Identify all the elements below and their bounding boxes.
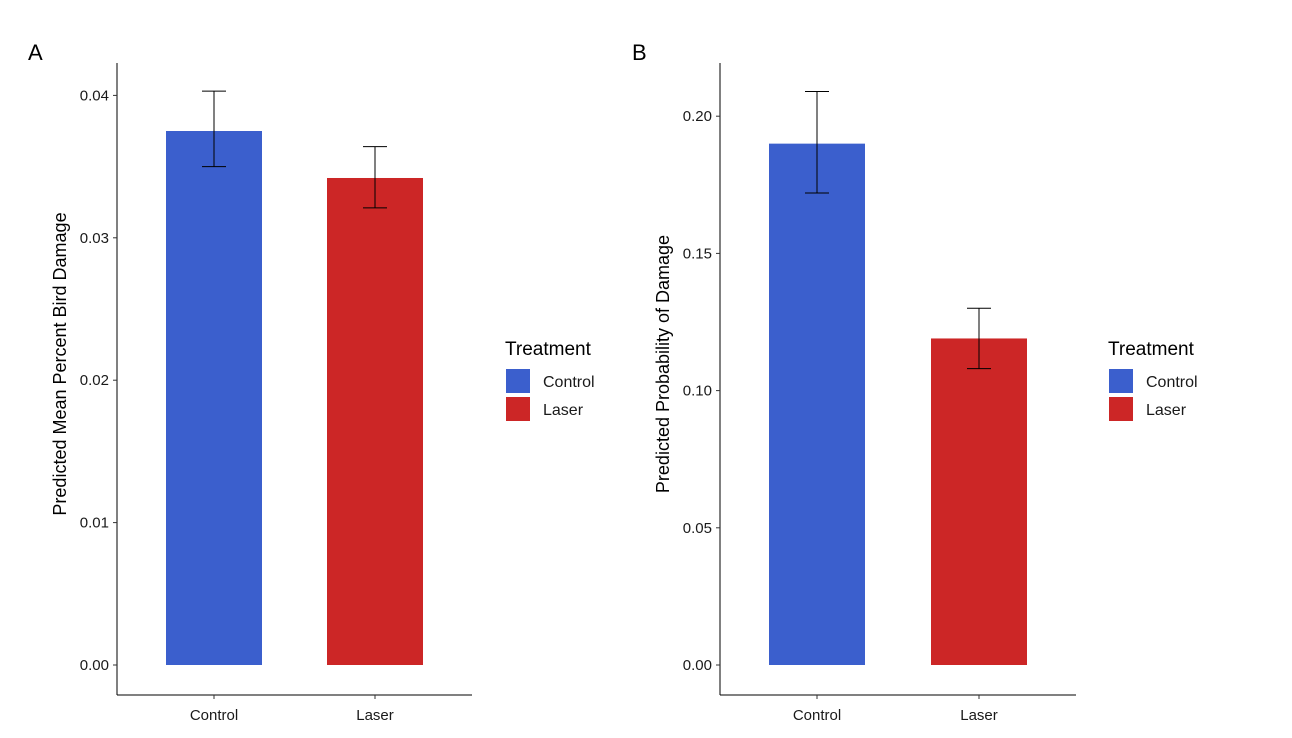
x-tick-label: Laser bbox=[356, 707, 394, 724]
legend-label-laser: Laser bbox=[543, 402, 584, 419]
legend-title: Treatment bbox=[1108, 339, 1195, 360]
legend-swatch-control bbox=[506, 369, 530, 393]
x-tick-label: Control bbox=[190, 707, 238, 724]
legend-swatch-laser bbox=[1109, 397, 1133, 421]
y-tick-label: 0.15 bbox=[683, 245, 712, 262]
y-tick-label: 0.01 bbox=[80, 515, 109, 532]
legend-label-control: Control bbox=[543, 374, 595, 391]
bar-control bbox=[166, 131, 262, 665]
panel-letter: A bbox=[28, 40, 43, 65]
y-axis-title: Predicted Mean Percent Bird Damage bbox=[50, 212, 70, 515]
x-tick-label: Laser bbox=[960, 707, 998, 724]
legend-swatch-laser bbox=[506, 397, 530, 421]
panel-letter: B bbox=[632, 40, 647, 65]
y-tick-label: 0.00 bbox=[683, 657, 712, 674]
x-tick-label: Control bbox=[793, 707, 841, 724]
y-axis-title: Predicted Probability of Damage bbox=[653, 235, 673, 493]
y-tick-label: 0.20 bbox=[683, 108, 712, 125]
y-tick-label: 0.10 bbox=[683, 383, 712, 400]
panel-a: A 0.00 0.01 0.02 0.03 0.04 Control Laser Predict… bbox=[28, 40, 595, 724]
legend: Treatment Control Laser bbox=[505, 339, 595, 421]
legend: Treatment Control Laser bbox=[1108, 339, 1198, 421]
y-tick-label: 0.00 bbox=[80, 657, 109, 674]
y-tick-label: 0.02 bbox=[80, 372, 109, 389]
y-tick-label: 0.05 bbox=[683, 520, 712, 537]
bar-laser bbox=[931, 338, 1027, 665]
bar-control bbox=[769, 143, 865, 665]
legend-title: Treatment bbox=[505, 339, 592, 360]
panel-b: B 0.00 0.05 0.10 0.15 0.20 Control Laser Predict… bbox=[632, 40, 1198, 724]
legend-swatch-control bbox=[1109, 369, 1133, 393]
legend-label-control: Control bbox=[1146, 374, 1198, 391]
y-tick-label: 0.04 bbox=[80, 87, 109, 104]
y-tick-label: 0.03 bbox=[80, 230, 109, 247]
bar-laser bbox=[327, 177, 423, 665]
legend-label-laser: Laser bbox=[1146, 402, 1187, 419]
